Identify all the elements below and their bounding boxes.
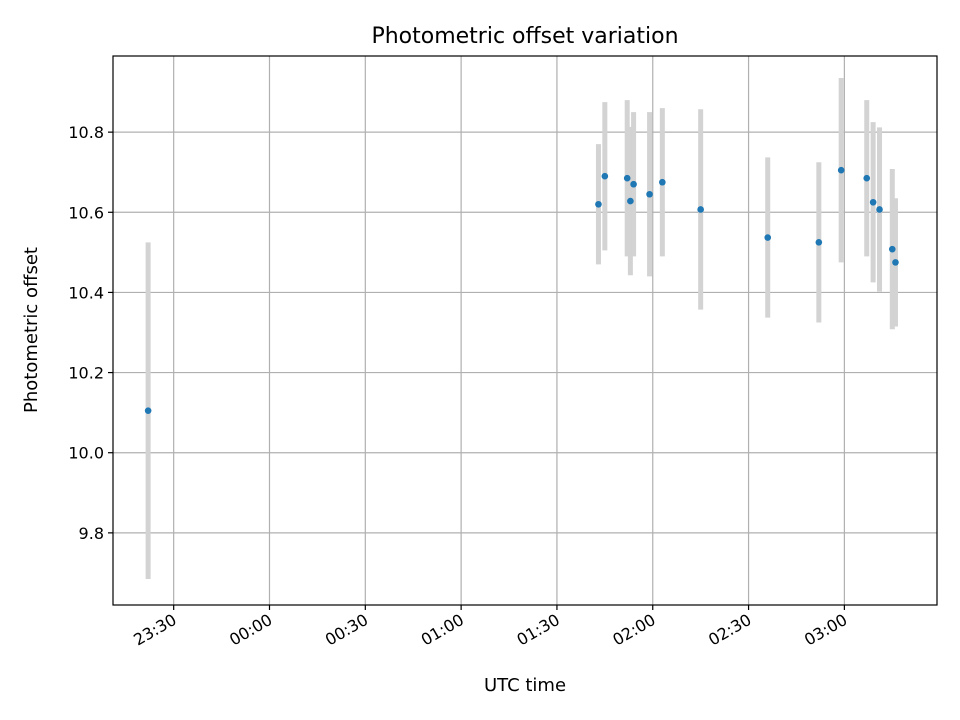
y-tick-label: 10.2 [68, 364, 104, 383]
data-point [623, 174, 631, 182]
data-point [876, 206, 883, 213]
y-tick-label: 10.4 [68, 283, 104, 302]
data-point [888, 245, 896, 253]
chart-title: Photometric offset variation [371, 24, 678, 49]
data-point [764, 234, 772, 241]
data-point [697, 206, 704, 213]
y-axis-label: Photometric offset [21, 247, 42, 413]
data-point [630, 180, 637, 188]
data-point [659, 178, 666, 186]
point-layer [144, 166, 899, 414]
grid-layer [113, 56, 937, 605]
data-point [601, 172, 609, 180]
data-point [869, 198, 877, 206]
y-tick-label: 10.8 [68, 123, 104, 142]
y-tick-label: 10.6 [68, 203, 104, 222]
data-point [863, 174, 871, 182]
data-point [837, 166, 845, 174]
data-point [892, 259, 899, 266]
x-axis-label: UTC time [484, 675, 566, 696]
data-point [815, 239, 823, 246]
y-tick-label: 10.0 [68, 444, 104, 463]
data-point [646, 190, 653, 198]
data-point [144, 407, 152, 414]
plot-frame [112, 55, 938, 606]
y-tick-label: 9.8 [79, 524, 104, 543]
data-point [627, 197, 634, 205]
data-point [595, 200, 602, 208]
